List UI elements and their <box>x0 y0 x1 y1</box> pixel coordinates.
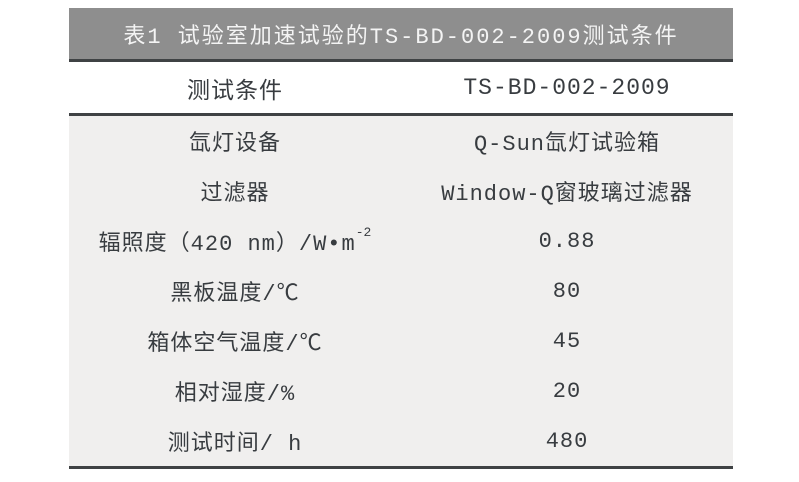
row-label: 过滤器 <box>200 182 270 207</box>
row-label: 测试时间/ h <box>167 432 303 457</box>
row-value: 0.88 <box>538 228 596 254</box>
test-conditions-table: 表1 试验室加速试验的TS-BD-002-2009测试条件 测试条件 TS-BD… <box>69 8 733 469</box>
row-label: 相对湿度/% <box>174 382 296 407</box>
table-row: 箱体空气温度/℃ 45 <box>69 316 733 366</box>
table-row: 过滤器 Window-Q窗玻璃过滤器 <box>69 166 733 216</box>
row-value: 45 <box>552 328 582 354</box>
row-label: 黑板温度/℃ <box>170 282 300 307</box>
table-row: 辐照度（420 nm）/W•m -2 0.88 <box>69 216 733 266</box>
table-row: 相对湿度/% 20 <box>69 366 733 416</box>
table-row: 测试时间/ h 480 <box>69 416 733 466</box>
table-body: 氙灯设备 Q-Sun氙灯试验箱 过滤器 Window-Q窗玻璃过滤器 辐照度（4… <box>69 116 733 469</box>
row-value: Q-Sun氙灯试验箱 <box>473 132 660 157</box>
header-cell-standard: TS-BD-002-2009 <box>463 74 671 101</box>
row-label: 箱体空气温度/℃ <box>147 332 323 357</box>
row-label: 氙灯设备 <box>188 132 281 157</box>
table-row: 黑板温度/℃ 80 <box>69 266 733 316</box>
row-value: Window-Q窗玻璃过滤器 <box>441 182 693 207</box>
row-value: 480 <box>545 428 589 454</box>
row-label-text: 辐照度（420 nm）/W•m <box>98 232 356 257</box>
row-label: 辐照度（420 nm）/W•m -2 <box>98 225 372 257</box>
table-title: 表1 试验室加速试验的TS-BD-002-2009测试条件 <box>123 24 679 50</box>
row-value: 80 <box>552 278 582 304</box>
header-cell-condition: 测试条件 <box>187 78 283 105</box>
row-value: 20 <box>552 378 582 404</box>
table-title-bar: 表1 试验室加速试验的TS-BD-002-2009测试条件 <box>69 8 733 62</box>
table-row: 氙灯设备 Q-Sun氙灯试验箱 <box>69 116 733 166</box>
table-header-row: 测试条件 TS-BD-002-2009 <box>69 62 733 116</box>
